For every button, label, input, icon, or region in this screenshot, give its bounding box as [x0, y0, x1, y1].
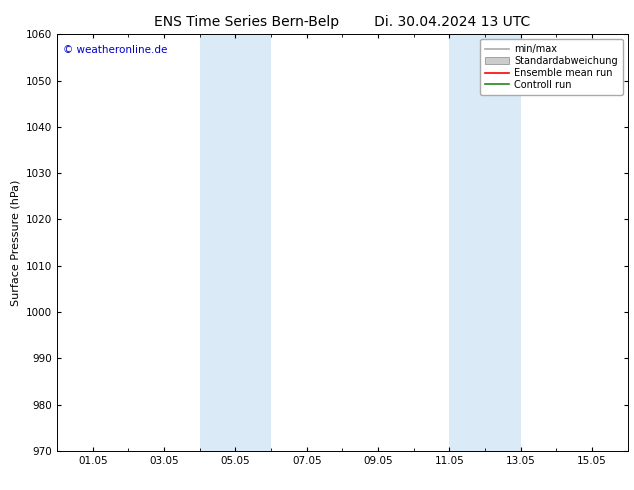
- Y-axis label: Surface Pressure (hPa): Surface Pressure (hPa): [10, 179, 20, 306]
- Title: ENS Time Series Bern-Belp        Di. 30.04.2024 13 UTC: ENS Time Series Bern-Belp Di. 30.04.2024…: [154, 15, 531, 29]
- Legend: min/max, Standardabweichung, Ensemble mean run, Controll run: min/max, Standardabweichung, Ensemble me…: [481, 39, 623, 95]
- Bar: [200, 34, 271, 451]
- Bar: [450, 34, 521, 451]
- Text: © weatheronline.de: © weatheronline.de: [63, 45, 167, 55]
